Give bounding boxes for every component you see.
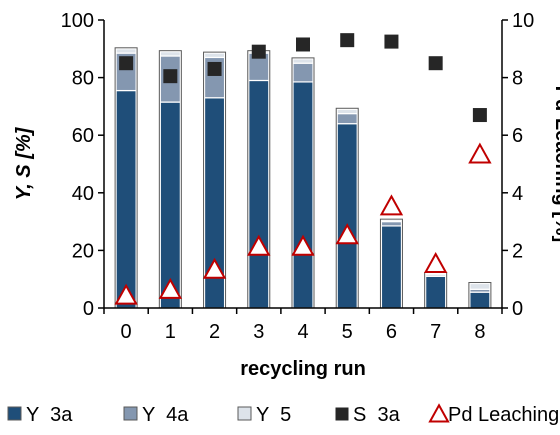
pd-leaching-marker-run-5 xyxy=(335,223,359,245)
bar-y-5-run-7 xyxy=(425,272,447,276)
x-tick-label: 3 xyxy=(253,321,264,343)
left-y-axis-title: Y, S [%] xyxy=(13,126,35,200)
pd-leaching-marker-run-0 xyxy=(114,283,138,305)
left-tick-label: 60 xyxy=(72,125,94,147)
s-3a-marker-run-1 xyxy=(163,69,178,84)
bar-y-5-run-1 xyxy=(159,51,181,57)
s-3a-marker-run-0 xyxy=(119,56,134,71)
s-3a-marker-run-6 xyxy=(384,34,399,49)
bar-y-3a-run-1 xyxy=(159,101,181,309)
pd-leaching-marker-run-1 xyxy=(158,277,183,299)
bar-y-4a-run-6 xyxy=(380,221,403,227)
legend-swatch xyxy=(123,406,138,421)
bar-y-3a-run-7 xyxy=(425,275,447,309)
right-tick-label: 0 xyxy=(512,298,523,320)
legend-swatch xyxy=(335,407,349,421)
axes-layer xyxy=(103,20,503,309)
bar-y-3a-run-5 xyxy=(336,123,358,309)
legend-entry: Pd Leaching xyxy=(428,403,559,426)
bar-y-4a-run-4 xyxy=(292,62,314,83)
left-tick-label: 80 xyxy=(72,68,94,90)
s-3a-marker-run-7 xyxy=(428,56,443,71)
right-tick-label: 6 xyxy=(512,125,523,147)
legend-label: Y 3a xyxy=(26,404,73,426)
bar-y-3a-run-4 xyxy=(292,81,314,309)
pd-leaching-marker-run-8 xyxy=(468,142,492,164)
bar-y-5-run-0 xyxy=(115,48,137,54)
bar-y-3a-run-0 xyxy=(115,89,137,309)
left-tick-label: 0 xyxy=(83,298,94,320)
bar-y-3a-run-8 xyxy=(469,291,491,309)
pd-leaching-marker-run-6 xyxy=(379,194,404,216)
legend-swatch xyxy=(7,406,22,421)
left-tick-label: 100 xyxy=(61,10,94,32)
legend-label: Y 4a xyxy=(142,404,189,426)
s-3a-marker-run-3 xyxy=(251,44,266,59)
markers-layer xyxy=(114,33,492,305)
legend-entry: Y 4a xyxy=(123,404,189,426)
x-tick-label: 4 xyxy=(297,321,308,343)
left-tick-label: 20 xyxy=(72,240,94,262)
legend-entry: Y 3a xyxy=(7,404,73,426)
pd-leaching-marker-run-2 xyxy=(202,257,227,279)
x-tick-label: 0 xyxy=(121,321,132,343)
s-3a-marker-run-4 xyxy=(296,37,310,52)
bar-y-5-run-6 xyxy=(380,219,403,223)
legend-swatch xyxy=(428,403,450,423)
legend-entry: S 3a xyxy=(335,404,401,426)
bar-y-3a-run-6 xyxy=(380,225,403,309)
s-3a-marker-run-2 xyxy=(207,61,222,76)
legend-entry: Y 5 xyxy=(237,404,291,426)
legend-label: S 3a xyxy=(353,404,401,426)
left-tick-label: 40 xyxy=(72,183,94,205)
bar-y-5-run-2 xyxy=(203,52,226,59)
pd-leaching-marker-run-3 xyxy=(247,234,271,256)
x-tick-label: 8 xyxy=(474,321,485,343)
right-tick-label: 8 xyxy=(512,68,523,90)
x-tick-label: 2 xyxy=(209,321,220,343)
x-tick-label: 1 xyxy=(165,321,176,343)
pd-leaching-marker-run-7 xyxy=(423,251,448,273)
x-tick-label: 7 xyxy=(430,321,441,343)
pd-leaching-marker-run-4 xyxy=(291,234,315,256)
legend-label: Y 5 xyxy=(256,404,291,426)
s-3a-marker-run-8 xyxy=(472,108,487,123)
legend-swatch xyxy=(237,406,252,421)
bar-y-3a-run-3 xyxy=(248,79,270,309)
bar-y-5-run-5 xyxy=(336,108,358,115)
legend-label: Pd Leaching xyxy=(448,404,559,426)
x-tick-label: 5 xyxy=(342,321,353,343)
right-y-axis-title: Pd-Leaching [%] xyxy=(551,86,560,243)
legend: Y 3a Y 4a Y 5 S 3a Pd Leaching xyxy=(7,403,559,426)
bar-y-4a-run-5 xyxy=(336,112,358,125)
bar-y-5-run-8 xyxy=(469,282,491,290)
x-tick-label: 6 xyxy=(386,321,397,343)
bar-y-5-run-4 xyxy=(292,58,314,64)
right-tick-label: 4 xyxy=(512,183,523,205)
s-3a-marker-run-5 xyxy=(340,33,355,48)
right-tick-label: 2 xyxy=(512,240,523,262)
x-axis-title: recycling run xyxy=(240,358,366,380)
right-tick-label: 10 xyxy=(512,10,534,32)
